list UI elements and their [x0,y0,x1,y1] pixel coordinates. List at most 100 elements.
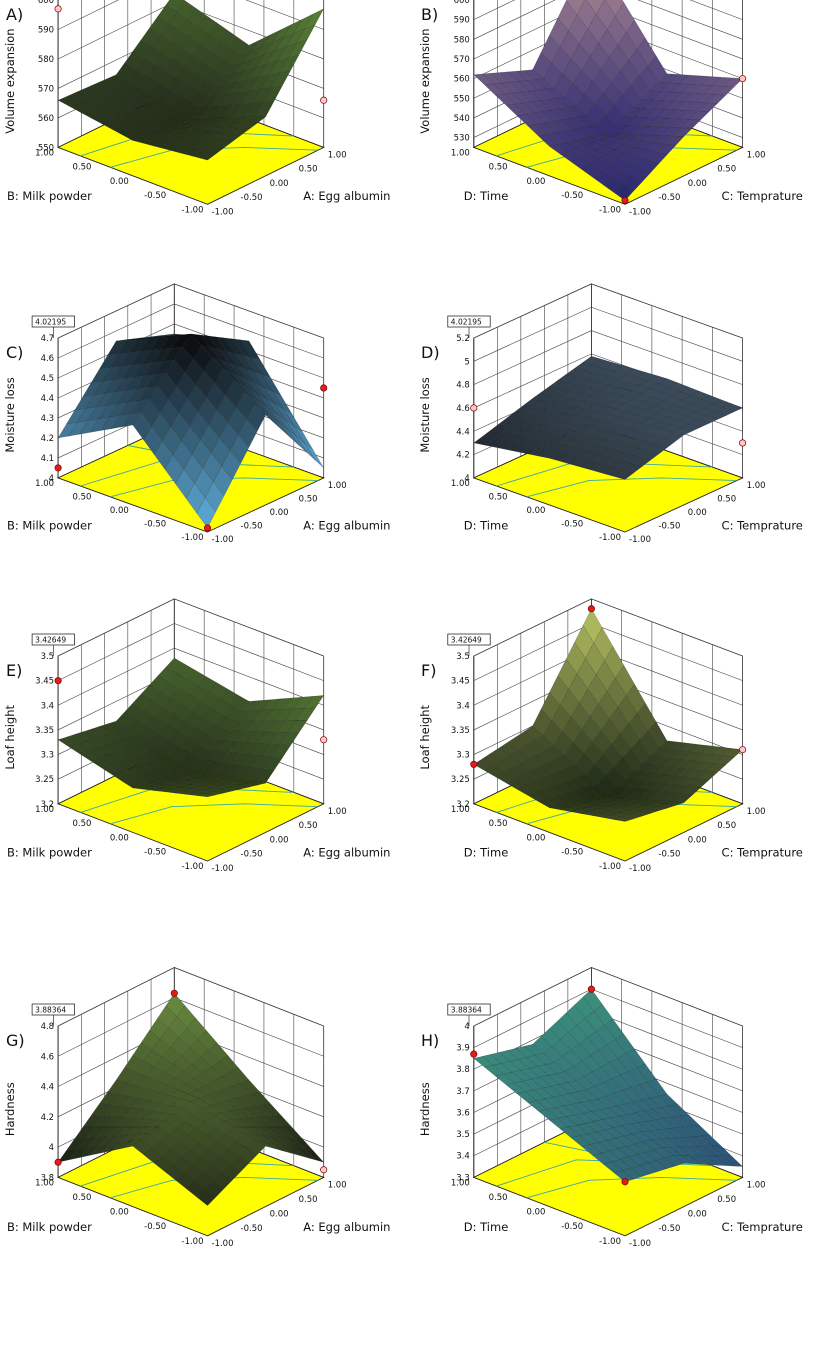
surface-cell [559,454,580,465]
surface-cell [641,90,662,101]
surface-cell [647,721,668,749]
surface-cell [262,85,283,103]
surface-cell [625,1048,646,1069]
z-tick-label: 5 [464,357,469,367]
surface-cell [682,1125,703,1137]
surface-cell [534,735,555,751]
surface-cell [620,809,640,815]
x-tick-label: 0.00 [270,508,289,518]
y-tick-label: 0.00 [110,1208,129,1218]
response-surface [473,0,744,201]
y-tick-label: 1.00 [35,479,54,489]
surface-cell [559,30,580,59]
panel-label: D) [421,343,440,362]
surface-cell [560,1093,582,1105]
surface-cell [202,138,223,147]
surface-cell [680,786,702,796]
surface-cell [617,695,638,724]
y-axis-title: D: Time [464,846,509,860]
surface-cell [546,1107,567,1119]
surface-cell [279,1144,299,1156]
z-tick-label: 3.3 [456,1173,470,1183]
surface-cell [684,1136,705,1147]
surface-cell [516,445,537,455]
surface-cell [569,1091,590,1103]
surface-cell [194,717,214,734]
surface-cell [574,432,595,443]
surface-cell [614,816,634,822]
surface-cell [589,454,610,465]
surface-cell [209,347,230,364]
surface-cell [649,1095,670,1108]
surface-cell [653,428,674,439]
surface-cell [706,763,727,773]
surface-cell [548,1118,570,1130]
z-tick-label: 560 [454,75,470,85]
surface-cell [648,117,669,128]
z-tick-label: 560 [38,114,54,124]
surface-cell [638,450,660,461]
surface-cell [587,149,608,160]
surface-cell [569,116,590,129]
x-axis-title: A: Egg albumin [303,1220,390,1234]
surface-cell [258,394,278,415]
panel-label: F) [421,661,436,680]
x-tick-label: -1.00 [212,864,234,874]
z-tick-label: 3.45 [35,677,54,687]
surface-cell [559,1032,580,1051]
surface-cell [528,415,549,425]
z-tick-label: 4.4 [41,394,55,404]
surface-cell [580,417,601,427]
surface-cell [547,758,568,773]
x-tick-label: -1.00 [629,864,651,874]
y-tick-label: 0.00 [110,833,129,843]
x-axis-title: A: Egg albumin [303,846,390,860]
surface-cell [636,1063,657,1083]
z-gridline [57,967,175,1027]
surface-cell [596,802,616,808]
surface-cell [563,1104,584,1116]
surface-cell [676,1137,697,1148]
surface-cell [617,374,638,384]
surface-cell [599,793,620,798]
x-tick-label: 1.00 [747,150,766,160]
z-tick-label: 3.5 [456,652,470,662]
surface-cell [551,388,572,398]
x-tick-label: 0.50 [299,821,318,831]
surface-cell [582,355,603,366]
z-gridline [473,598,592,657]
z-gridline [57,1,175,60]
surface-cell [174,146,196,155]
surface-cell [617,805,638,811]
z-gridline [591,283,743,339]
surface-cell [636,37,657,67]
surface-cell [254,403,275,423]
x-tick-label: 0.50 [717,821,736,831]
surface-cell [143,700,163,717]
z-gridline [57,303,175,359]
surface-cell [223,337,244,356]
surface-cell [78,1145,99,1158]
surface-cell [615,664,635,697]
z-gridline [637,0,743,40]
surface-cell [660,82,681,93]
surface-cell [558,107,579,119]
z-tick-label: 3.25 [35,775,54,785]
surface-cell [605,1093,626,1107]
surface-cell [617,32,638,61]
surface-cell [601,136,623,143]
panel-label: G) [6,1031,25,1050]
z-tick-label: 4.2 [41,1113,55,1123]
y-axis-title: B: Milk powder [7,846,92,860]
design-point [739,439,747,447]
surface-cell [540,34,561,64]
surface-cell [611,1159,632,1171]
surface-cell [664,801,684,806]
design-point [54,5,62,13]
surface-cell [222,764,243,778]
surface-cell [570,1043,591,1062]
surface-cell [557,445,578,456]
y-tick-label: -0.50 [561,519,583,529]
chart-panel: 3.8 4 4.2 4.4 4.6 4.8 -1.00 -0.50 0.00 0.50 1.00 -1… [3,966,390,1249]
surface-cell [520,421,541,431]
